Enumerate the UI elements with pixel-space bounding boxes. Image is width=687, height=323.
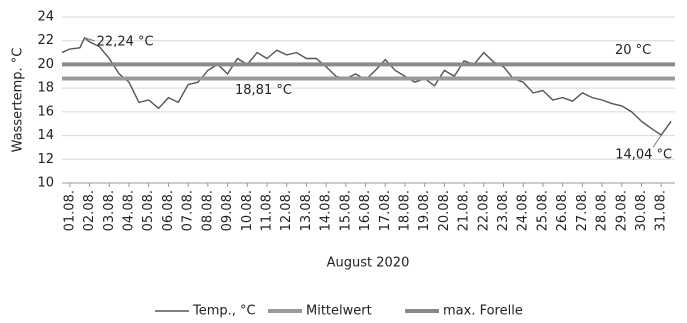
x-tick-label: 31.08. [654,190,669,231]
x-tick-label: 03.08. [102,190,117,231]
x-tick-label: 25.08. [535,190,550,231]
legend-label: max. Forelle [443,304,523,319]
x-tick-label: 12.08. [279,190,294,231]
x-tick-label: 23.08. [496,190,511,231]
x-tick-label: 11.08. [259,190,274,231]
x-tick-label: 20.08. [437,190,452,231]
x-tick-label: 10.08. [240,190,255,231]
legend-label: Mittelwert [306,304,372,319]
y-tick-label: 14 [37,128,54,143]
reference-label: 18,81 °C [235,83,292,98]
y-tick-label: 16 [37,104,54,119]
y-tick-label: 18 [37,81,54,96]
legend-label: Temp., °C [192,304,256,319]
temperature-line [61,36,672,137]
x-tick-label: 14.08. [319,190,334,231]
x-tick-label: 13.08. [299,190,314,231]
annotation-leader [652,134,662,148]
y-tick-label: 22 [37,33,54,48]
x-tick-label: 16.08. [358,190,373,231]
y-axis-label: Wassertemp. °C [11,48,26,153]
x-tick-label: 04.08. [122,190,137,231]
x-tick-label: 17.08. [378,190,393,231]
x-tick-label: 08.08. [200,190,215,231]
x-tick-label: 26.08. [555,190,570,231]
y-tick-label: 20 [37,57,54,72]
x-tick-label: 22.08. [476,190,491,231]
reference-label: 20 °C [615,43,651,58]
x-tick-label: 06.08. [161,190,176,231]
x-tick-label: 21.08. [457,190,472,231]
annotation: 14,04 °C [615,148,672,163]
y-tick-label: 12 [37,152,54,167]
y-tick-label: 10 [37,176,54,191]
x-tick-label: 30.08. [634,190,649,231]
x-tick-label: 28.08. [595,190,610,231]
x-tick-label: 18.08. [397,190,412,231]
x-axis-label: August 2020 [327,256,410,271]
x-tick-label: 24.08. [516,190,531,231]
y-tick-label: 24 [37,10,54,25]
x-tick-label: 29.08. [614,190,629,231]
x-tick-label: 09.08. [220,190,235,231]
annotation-leader [84,37,95,42]
x-tick-label: 15.08. [338,190,353,231]
x-tick-label: 02.08. [82,190,97,231]
x-tick-label: 07.08. [181,190,196,231]
x-tick-label: 01.08. [62,190,77,231]
annotation: 22,24 °C [97,34,154,49]
x-tick-label: 05.08. [141,190,156,231]
x-tick-label: 19.08. [417,190,432,231]
x-tick-label: 27.08. [575,190,590,231]
